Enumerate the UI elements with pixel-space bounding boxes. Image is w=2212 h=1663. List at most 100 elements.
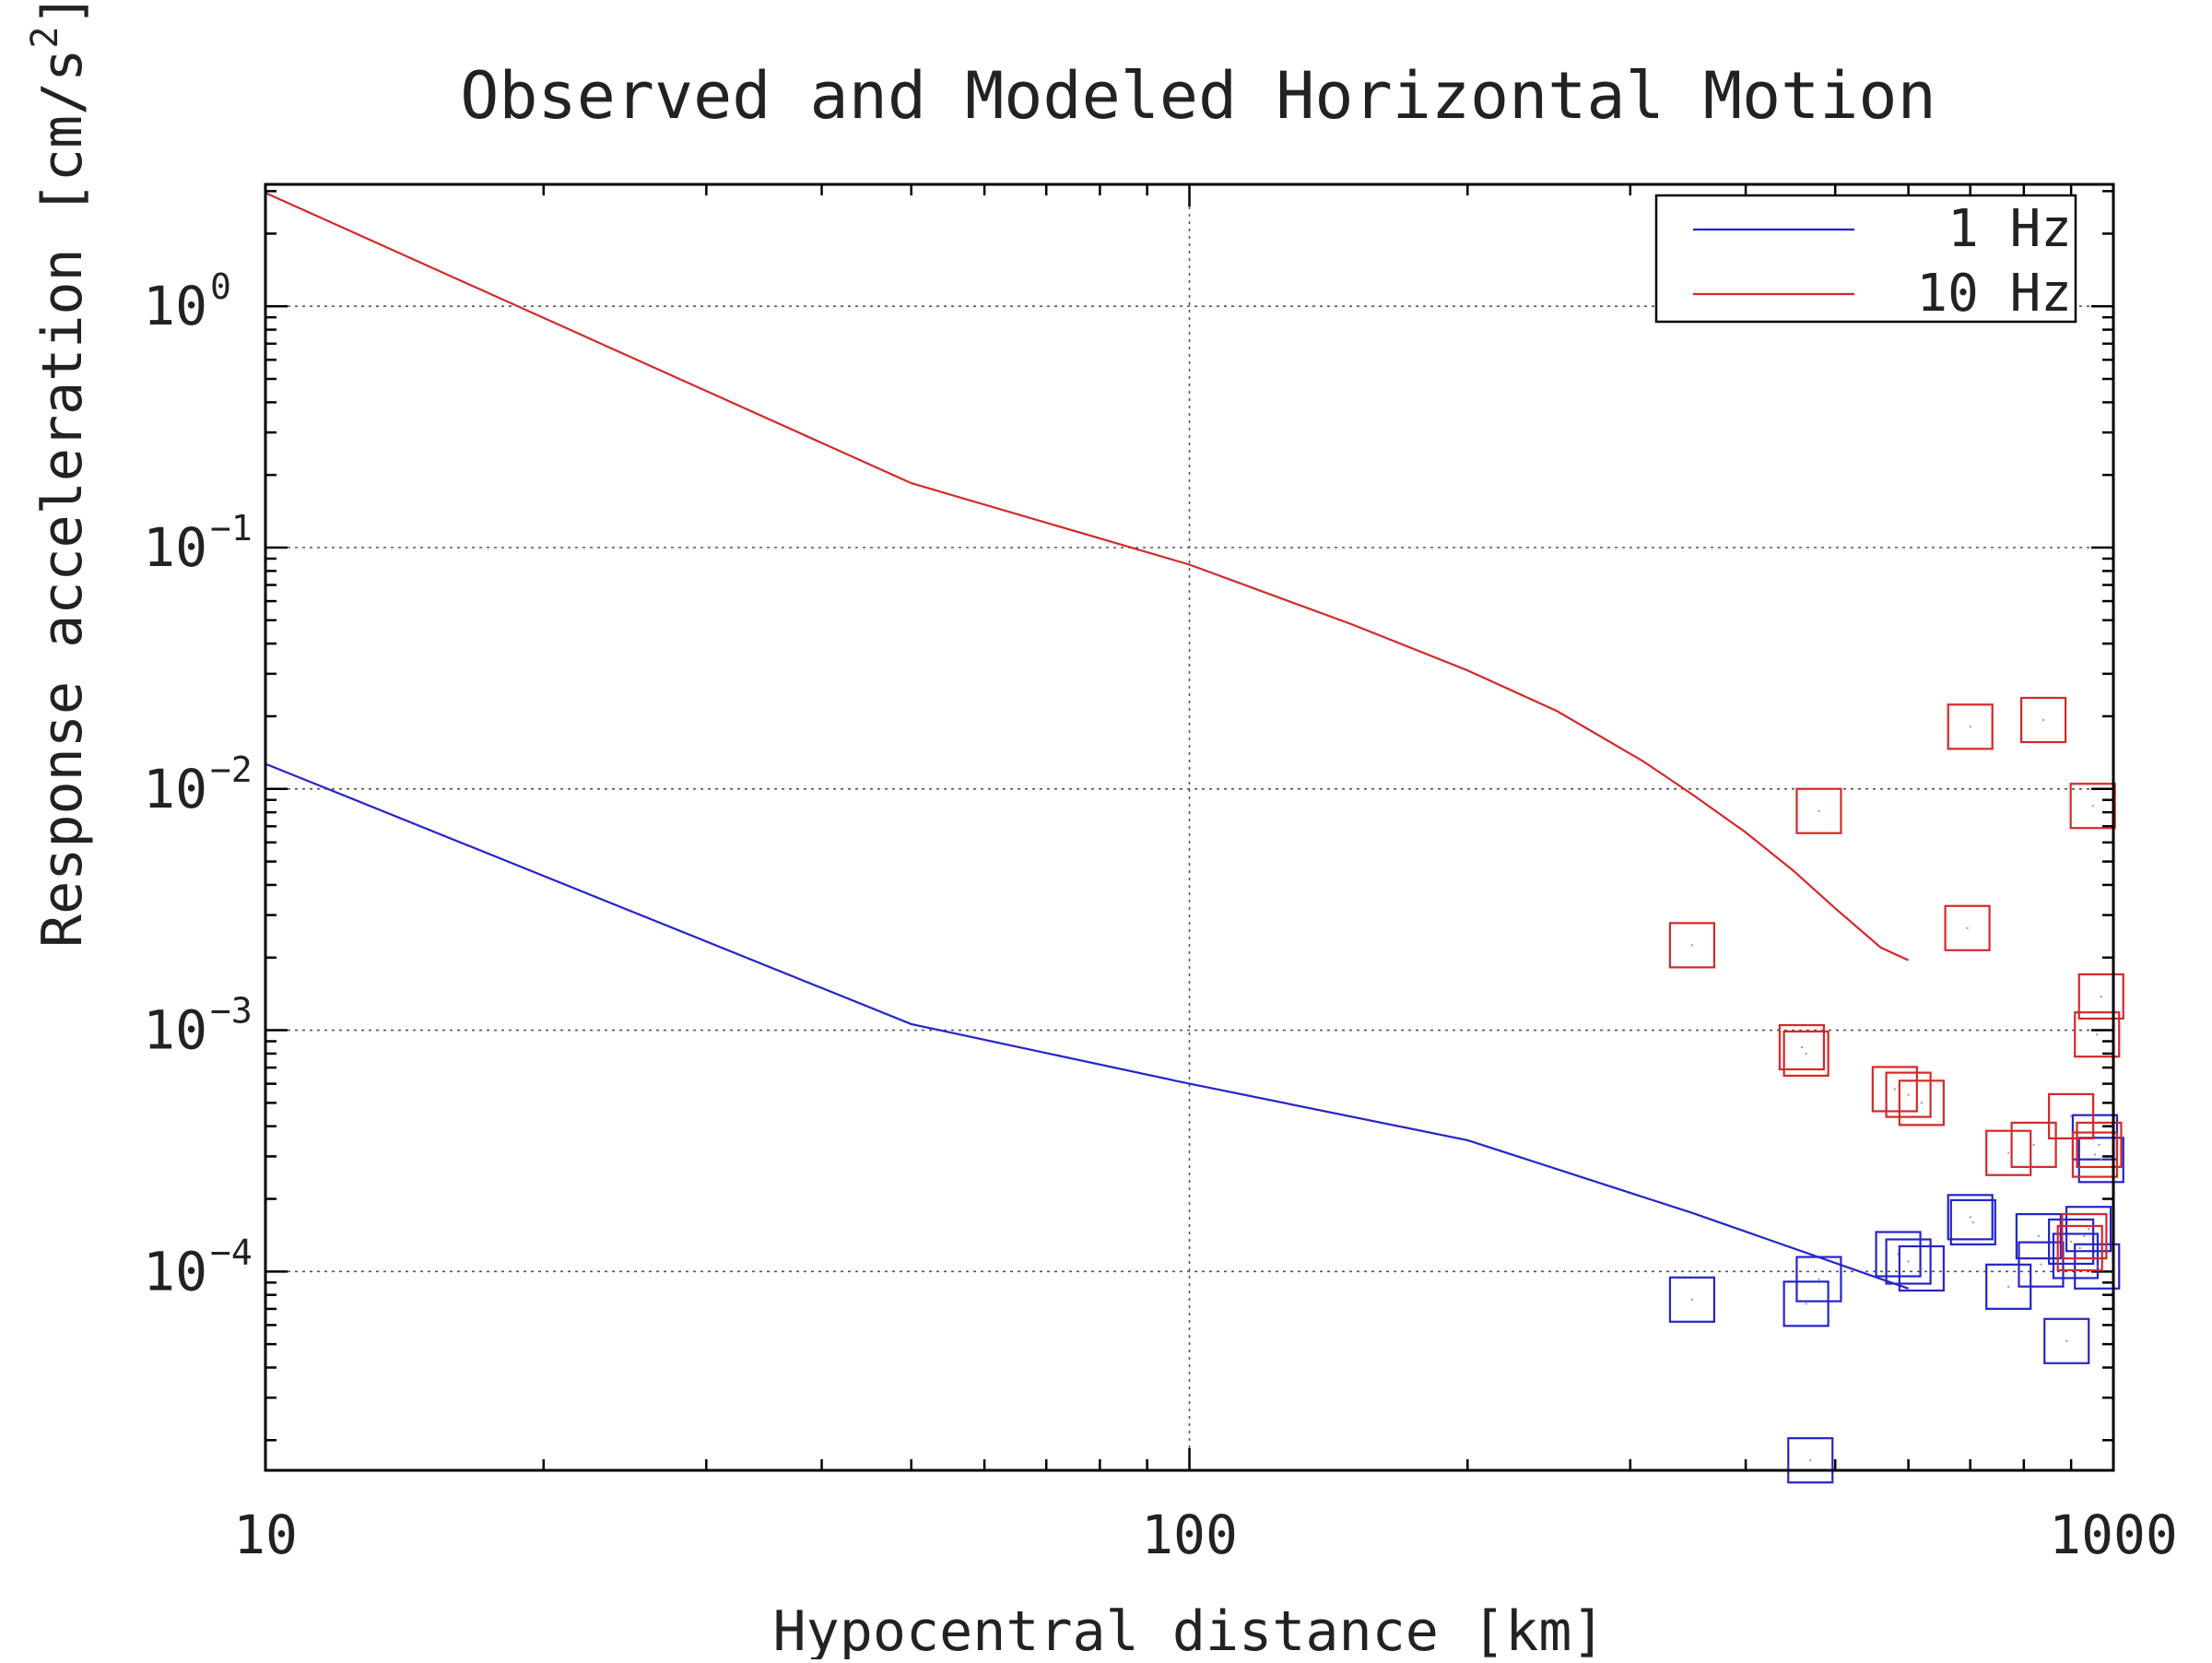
observed-point-series-2	[2010, 1121, 2057, 1168]
y-tick-label-base: 10	[143, 758, 207, 820]
y-tick-label-exponent: −4	[210, 1232, 253, 1272]
observed-point-series-1	[1668, 1276, 1716, 1323]
observed-point-center	[2065, 1339, 2068, 1342]
observed-point-series-1	[1885, 1238, 1932, 1285]
observed-point-center	[1966, 926, 1969, 929]
x-tick-label: 10	[233, 1504, 298, 1566]
model-line-series-2	[265, 192, 1910, 961]
observed-point-center	[2078, 1246, 2081, 1249]
observed-point-center	[1893, 1088, 1896, 1091]
observed-point-series-2	[1885, 1071, 1932, 1118]
y-tick-label-exponent: −2	[210, 749, 253, 790]
y-axis-label-main: Response acceleration [cm/s	[30, 49, 95, 948]
x-tick-label: 100	[1141, 1504, 1238, 1566]
y-axis-label: Response acceleration [cm/s2]	[24, 0, 95, 948]
observed-point-series-2	[1668, 922, 1716, 969]
observed-point-center	[2088, 1228, 2090, 1231]
observed-point-series-1	[1947, 1194, 1994, 1241]
observed-point-center	[1818, 1278, 1820, 1280]
observed-point-series-2	[2069, 783, 2116, 830]
y-axis-label-sup: 2	[24, 27, 66, 49]
observed-point-center	[2007, 1285, 2010, 1288]
y-tick-label-exponent: 0	[210, 266, 231, 307]
observed-point-series-2	[2074, 1011, 2121, 1058]
observed-point-center	[2100, 1159, 2102, 1162]
observed-point-center	[2091, 805, 2094, 808]
observed-point-center	[1920, 1267, 1923, 1269]
observed-point-series-2	[1985, 1129, 2032, 1176]
y-tick-label: 10	[143, 516, 207, 579]
observed-point-series-2	[2056, 1224, 2103, 1272]
legend-label-series-2: 10 Hz	[1916, 264, 2072, 324]
observed-point-center	[1907, 1093, 1910, 1096]
observed-point-series-2	[1898, 1079, 1945, 1126]
observed-point-center	[2098, 1143, 2100, 1146]
y-tick-label: 10	[143, 1240, 207, 1303]
observed-point-series-2	[2061, 1212, 2108, 1260]
observed-point-series-1	[2015, 1212, 2062, 1260]
observed-point-series-2	[1947, 703, 1994, 750]
y-tick-label-base: 10	[143, 999, 207, 1062]
y-tick-label: 10	[143, 275, 207, 337]
observed-point-series-2	[1944, 904, 1991, 951]
observed-point-center	[2070, 1115, 2073, 1117]
observed-point-center	[1805, 1303, 1807, 1305]
observed-point-series-2	[2048, 1092, 2095, 1139]
y-tick-label: 10	[143, 999, 207, 1062]
y-tick-label-base: 10	[143, 1240, 207, 1303]
y-tick-label: 10	[143, 758, 207, 820]
legend-label-series-1: 1 Hz	[1947, 199, 2072, 259]
observed-point-center	[2083, 1235, 2086, 1238]
observed-point-series-2	[2071, 1131, 2119, 1178]
observed-point-series-1	[1949, 1198, 1996, 1245]
observed-point-center	[2037, 1235, 2040, 1238]
y-axis-label-group: Response acceleration [cm/s2]	[24, 0, 95, 948]
y-tick-label-exponent: −1	[210, 508, 253, 548]
observed-point-series-2	[1778, 1023, 1826, 1071]
chart-title: Observed and Modeled Horizontal Motion	[460, 58, 1936, 134]
observed-point-series-1	[2048, 1218, 2095, 1266]
observed-point-series-2	[2076, 1121, 2123, 1168]
observed-point-center	[2007, 1151, 2010, 1154]
y-tick-label-exponent: −3	[210, 991, 253, 1032]
observed-point-center	[1690, 1298, 1693, 1301]
observed-point-center	[1969, 1216, 1971, 1219]
model-line-series-1	[265, 762, 1909, 1290]
observed-point-center	[1805, 1052, 1807, 1055]
observed-point-series-1	[2043, 1317, 2090, 1364]
observed-point-center	[2032, 1143, 2035, 1146]
observed-point-center	[2042, 719, 2045, 722]
observed-point-center	[1969, 725, 1971, 728]
observed-point-center	[1907, 1260, 1910, 1263]
observed-point-series-1	[1795, 1256, 1842, 1303]
legend-box	[1654, 194, 2077, 324]
observed-point-center	[1809, 1459, 1812, 1462]
observed-point-series-2	[1783, 1030, 1830, 1078]
observed-point-center	[1971, 1221, 1974, 1223]
observed-point-center	[1897, 1253, 1900, 1256]
x-axis-label: Hypocentral distance [km]	[772, 1599, 1605, 1659]
observed-point-center	[2096, 1265, 2099, 1268]
observed-point-series-1	[1875, 1231, 1922, 1278]
observed-point-center	[2096, 1033, 2099, 1036]
observed-point-center	[2093, 1153, 2096, 1156]
observed-point-center	[1920, 1102, 1923, 1104]
observed-point-series-2	[2077, 973, 2124, 1020]
x-tick-label: 1000	[2049, 1504, 2178, 1566]
plot-frame	[264, 183, 2115, 1472]
observed-point-center	[2040, 1263, 2042, 1266]
observed-point-series-2	[2019, 696, 2067, 744]
observed-point-series-2	[1795, 787, 1842, 834]
observed-point-series-1	[2074, 1243, 2121, 1290]
observed-point-center	[1800, 1046, 1803, 1049]
observed-point-series-1	[1783, 1280, 1830, 1327]
observed-point-center	[2100, 995, 2102, 997]
observed-point-series-2	[1871, 1066, 1918, 1113]
y-tick-label-base: 10	[143, 275, 207, 337]
y-tick-label-base: 10	[143, 516, 207, 579]
y-axis-label-end: ]	[30, 0, 95, 27]
observed-point-series-1	[2065, 1206, 2112, 1253]
observed-point-center	[2070, 1240, 2073, 1243]
